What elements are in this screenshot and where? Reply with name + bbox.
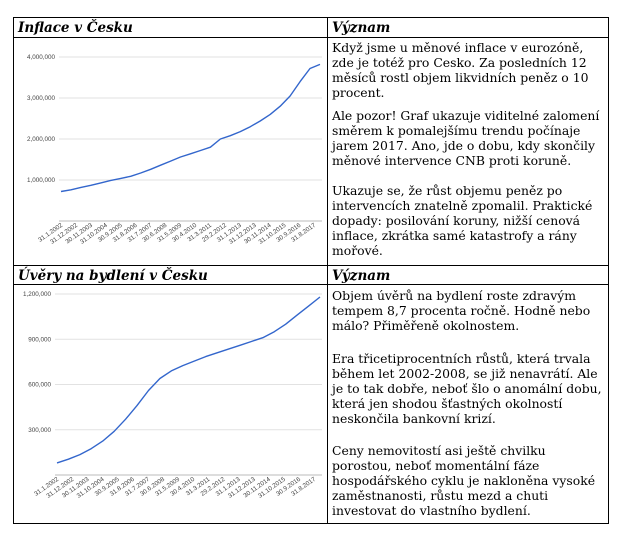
inflation-chart: 1,000,0002,000,0003,000,0004,000,00031.1…	[27, 54, 322, 246]
section-1-paragraph-1: Když jsme u měnové inflace v eurozóně, z…	[332, 40, 589, 101]
row-divider	[14, 265, 608, 266]
content-table: Inflace v Česku Význam Úvěry na bydlení …	[13, 17, 609, 524]
y-tick-label: 900,000	[28, 336, 51, 343]
y-tick-label: 600,000	[28, 382, 51, 389]
section-1-meaning-heading: Význam	[332, 20, 391, 36]
section-1-paragraph-3: Ukazuje se, že růst objemu peněz po inte…	[332, 183, 593, 259]
housing-loans-chart: 300,000600,000900,0001,200,00031.1.20023…	[23, 291, 322, 500]
y-tick-label: 3,000,000	[27, 95, 56, 102]
section-2-heading: Úvěry na bydlení v Česku	[18, 268, 208, 284]
y-tick-label: 1,000,000	[27, 177, 56, 184]
y-tick-label: 2,000,000	[27, 136, 56, 143]
section-2-paragraph-1: Objem úvěrů na bydlení roste zdravým tem…	[332, 288, 591, 334]
row-divider	[14, 284, 608, 285]
series-line	[60, 63, 321, 193]
column-divider	[327, 18, 328, 523]
section-2-meaning-heading: Význam	[332, 268, 391, 284]
y-tick-label: 300,000	[28, 427, 51, 434]
section-1-paragraph-2: Ale pozor! Graf ukazuje viditelné zalome…	[332, 108, 600, 169]
y-tick-label: 4,000,000	[27, 54, 56, 61]
series-line	[56, 296, 321, 464]
row-divider	[14, 37, 608, 38]
section-1-heading: Inflace v Česku	[18, 20, 133, 36]
section-2-paragraph-2: Era třicetiprocentních růstů, která trva…	[332, 351, 602, 427]
section-2-paragraph-3: Ceny nemovitostí asi ještě chvilku poros…	[332, 443, 596, 519]
y-tick-label: 1,200,000	[23, 291, 52, 298]
